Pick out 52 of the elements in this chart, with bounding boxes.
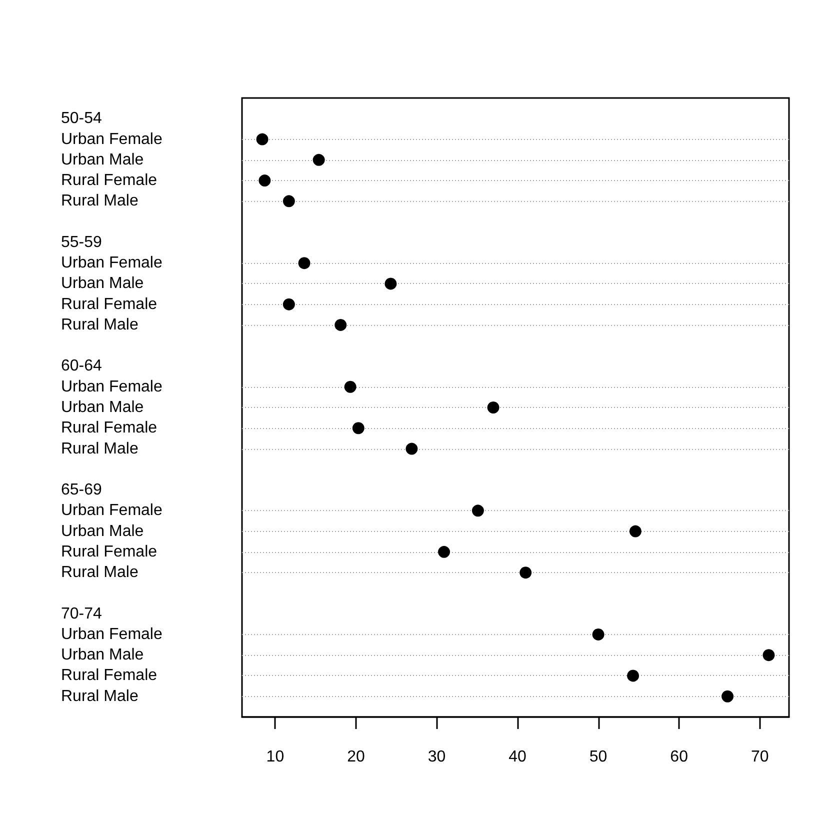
y-tick-label: Rural Male — [61, 440, 138, 458]
point — [352, 422, 364, 434]
point — [282, 195, 295, 208]
y-tick-label: 65-69 — [61, 482, 102, 499]
y-tick-label: 50-54 — [61, 110, 102, 128]
y-tick-label: Rural Female — [61, 296, 158, 313]
x-tick-label: 50 — [589, 748, 608, 766]
point — [472, 504, 484, 517]
point — [256, 133, 268, 146]
point — [282, 298, 295, 310]
x-tick-label: 60 — [670, 748, 688, 766]
x-tick-label: 70 — [750, 748, 769, 766]
y-tick-label: Rural Male — [61, 564, 138, 582]
point — [384, 278, 397, 290]
y-tick-label: Urban Female — [61, 626, 162, 643]
y-tick-label: Urban Male — [61, 275, 144, 292]
point — [487, 402, 500, 414]
point — [520, 566, 532, 579]
point — [627, 670, 640, 682]
x-tick-label: 40 — [508, 748, 527, 766]
y-tick-label: Urban Male — [61, 399, 144, 416]
y-tick-label: 60-64 — [61, 358, 102, 375]
y-tick-label: Urban Female — [61, 502, 162, 520]
x-tick-label: 30 — [428, 748, 446, 766]
y-tick-label: Rural Male — [61, 688, 138, 705]
y-tick-label: Rural Male — [61, 192, 138, 210]
point — [722, 690, 734, 702]
point — [334, 318, 347, 331]
y-tick-label: Rural Female — [61, 543, 158, 560]
y-tick-label: Urban Female — [61, 130, 162, 148]
y-tick-label: Urban Male — [61, 646, 144, 664]
y-tick-label: Rural Female — [61, 667, 158, 684]
y-tick-label: 70-74 — [61, 605, 102, 622]
y-tick-label: 55-59 — [61, 234, 102, 251]
y-tick-label: Urban Male — [61, 522, 144, 540]
point — [406, 442, 418, 455]
point — [258, 174, 271, 187]
point — [762, 649, 775, 662]
y-tick-label: Urban Male — [61, 151, 144, 168]
y-tick-label: Rural Male — [61, 316, 138, 334]
point — [312, 154, 325, 166]
point — [344, 380, 356, 393]
y-tick-label: Rural Female — [61, 172, 158, 190]
x-tick-label: 20 — [347, 748, 365, 766]
point — [629, 525, 642, 538]
y-tick-label: Rural Female — [61, 420, 158, 437]
point — [438, 546, 450, 558]
point — [298, 257, 310, 270]
y-tick-label: Urban Female — [61, 378, 162, 396]
point — [592, 628, 604, 640]
y-tick-label: Urban Female — [61, 254, 162, 272]
x-tick-label: 10 — [266, 748, 284, 766]
